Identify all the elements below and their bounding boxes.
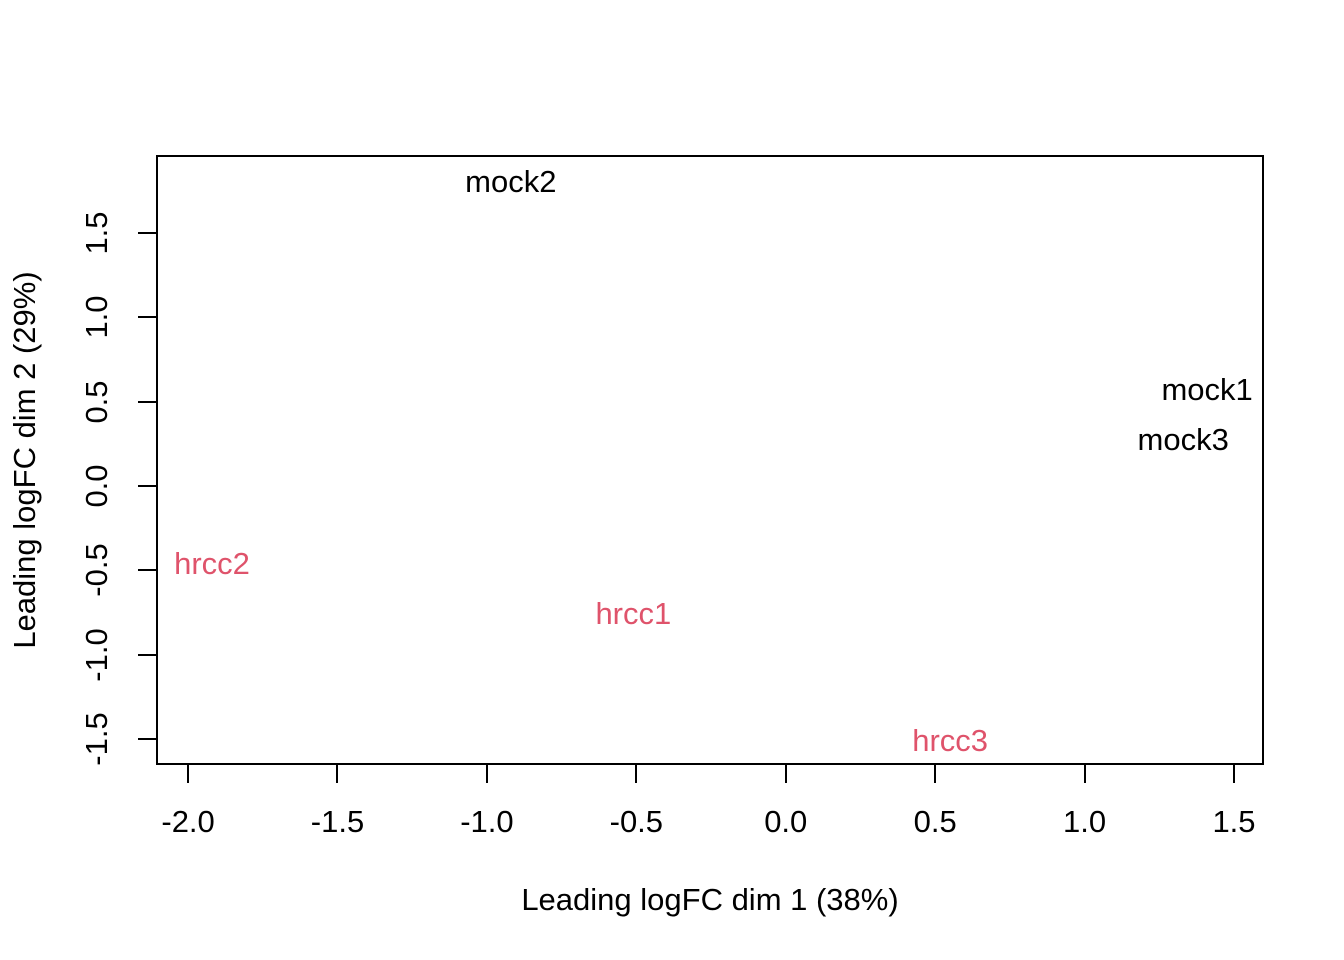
x-axis-tick (1233, 764, 1235, 783)
x-axis-title: Leading logFC dim 1 (38%) (521, 882, 899, 917)
x-tick-label: -1.0 (460, 804, 514, 839)
x-tick-label: 1.5 (1212, 804, 1256, 839)
sample-label-hrcc2: hrcc2 (174, 545, 250, 581)
y-axis-tick (138, 653, 157, 656)
sample-label-mock2: mock2 (465, 164, 557, 199)
y-tick-label: -0.5 (79, 543, 114, 598)
x-axis-tick (784, 764, 787, 783)
y-axis-tick (138, 569, 157, 572)
y-tick-label: 1.5 (79, 211, 114, 255)
x-tick-label: 0.0 (764, 804, 808, 839)
x-tick-label: -2.0 (161, 804, 215, 839)
y-axis-tick (138, 485, 157, 487)
sample-label-mock3: mock3 (1137, 422, 1229, 458)
x-axis-tick (336, 764, 339, 783)
y-axis-title: Leading logFC dim 2 (29%) (7, 271, 42, 649)
y-tick-label: -1.0 (79, 628, 114, 682)
y-axis-tick (138, 400, 157, 403)
y-axis-tick (138, 231, 157, 234)
y-axis-tick (138, 316, 157, 319)
x-axis-tick (934, 764, 937, 783)
sample-label-mock1: mock1 (1161, 371, 1253, 407)
x-axis-tick (635, 764, 638, 783)
y-tick-label: 0.0 (79, 464, 114, 508)
x-axis-tick (187, 764, 190, 783)
x-tick-label: -1.5 (310, 804, 365, 839)
y-tick-label: -1.5 (79, 712, 114, 767)
plot-area (156, 155, 1264, 765)
x-tick-label: 0.5 (913, 804, 957, 839)
y-axis-tick (138, 738, 157, 741)
sample-label-hrcc1: hrcc1 (595, 596, 672, 632)
x-axis-tick (485, 764, 488, 783)
x-tick-label: -0.5 (609, 804, 664, 839)
y-tick-label: 0.5 (79, 380, 114, 424)
y-tick-label: 1.0 (79, 295, 114, 339)
x-tick-label: 1.0 (1063, 804, 1107, 839)
x-axis-tick (1083, 764, 1086, 783)
sample-label-hrcc3: hrcc3 (912, 723, 989, 759)
